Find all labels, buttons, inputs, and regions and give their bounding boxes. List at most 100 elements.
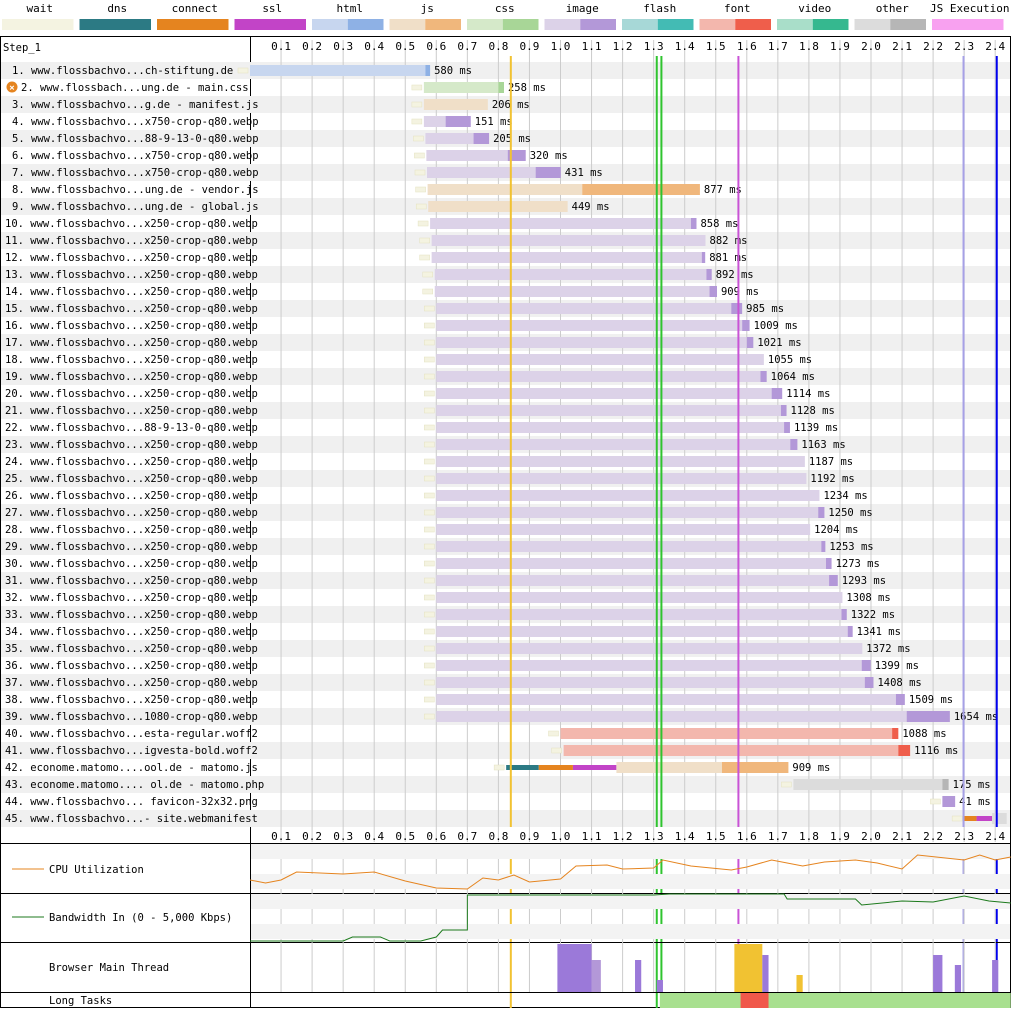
request-duration: 1055 ms [768,354,812,366]
request-duration: 1204 ms [814,524,858,536]
request-label: 23. www.flossbachvo...x250-crop-q80.webp [5,439,258,451]
tick-label-bottom: 2.3 [954,830,974,843]
request-duration: 1293 ms [842,575,886,587]
legend-swatch-2 [157,19,229,30]
download-bar [892,728,899,739]
download-bar [721,762,789,773]
request-label: 27. www.flossbachvo...x250-crop-q80.webp [5,507,258,519]
tick-label-top: 1.2 [613,40,633,53]
wait-stub [419,254,430,261]
wait-stub [424,373,435,380]
request-label: 19. www.flossbachvo...x250-crop-q80.webp [5,371,258,383]
tick-label-bottom: 1.6 [737,830,757,843]
wait-stub [424,560,435,567]
wait-stub [424,424,435,431]
request-label: 11. www.flossbachvo...x250-crop-q80.webp [5,235,258,247]
request-label: 25. www.flossbachvo...x250-crop-q80.webp [5,473,258,485]
wait-stub [781,781,792,788]
legend-swatch-1 [79,19,151,30]
row-shade [1,130,1010,147]
ssl-segment [976,816,993,821]
request-label: 32. www.flossbachvo...x250-crop-q80.webp [5,592,258,604]
request-bar [616,762,722,773]
wait-stub [424,509,435,516]
legend-swatch-11 [854,19,891,30]
request-bar [426,167,536,178]
download-bar [771,388,783,399]
wait-stub [424,475,435,482]
request-duration: 909 ms [792,762,830,774]
request-label: 7. www.flossbachvo...x750-crop-q80.webp [12,167,259,179]
download-bar [498,82,504,93]
wait-stub [424,594,435,601]
main-thread-activity [762,955,769,992]
request-bar [436,439,791,450]
request-duration: 1322 ms [851,609,895,621]
tick-label-bottom: 1.2 [613,830,633,843]
wait-stub [419,237,430,244]
main-thread-activity [954,965,962,992]
request-duration: 151 ms [475,116,513,128]
long-tasks-label: Long Tasks [49,995,112,1007]
request-rows: 1. www.flossbachvo...ch-stiftung.de - / 5… [5,65,1012,825]
legend-swatch-5 [389,19,426,30]
tick-label-bottom: 0.2 [302,830,322,843]
wait-stub [422,271,433,278]
legend-swatch-9 [699,19,736,30]
request-bar [430,218,691,229]
request-label: 41. www.flossbachvo...igvesta-bold.woff2 [5,745,258,757]
tick-label-bottom: 1.4 [675,830,695,843]
step-label: Step_1 [3,42,41,54]
tick-label-top: 0.6 [426,40,446,53]
legend-swatch-dark-7 [580,19,616,30]
bandwidth-label: Bandwidth In (0 - 5,000 Kbps) [49,912,232,924]
legend-label-5: js [421,2,434,15]
request-duration: 1654 ms [954,711,998,723]
tick-label-bottom: 1.8 [799,830,819,843]
legend-label-11: other [876,2,909,15]
request-duration: 1088 ms [902,728,946,740]
event-markers [509,56,998,1008]
legend-swatch-4 [312,19,348,30]
request-bar [436,405,781,416]
download-bar [861,660,871,671]
wait-stub [415,186,426,193]
request-duration: 175 ms [953,779,991,791]
request-label: 34. www.flossbachvo...x250-crop-q80.webp [5,626,258,638]
request-label: 40. www.flossbachvo...esta-regular.woff2 [5,728,258,740]
download-bar [746,337,754,348]
legend-swatch-dark-11 [890,19,926,30]
request-bar [434,286,710,297]
request-bar [436,643,863,654]
request-bar [436,422,785,433]
legend-swatch-dark-9 [735,19,771,30]
wait-stub [424,696,435,703]
tick-label-top: 0.8 [488,40,508,53]
request-label: 20. www.flossbachvo...x250-crop-q80.webp [5,388,258,400]
request-label: 43. econome.matomo.... ol.de - matomo.ph… [5,779,264,791]
tick-label-top: 0.9 [520,40,540,53]
tick-label-top: 1.4 [675,40,695,53]
download-bar [790,439,798,450]
row-shade [1,776,1010,793]
tick-label-top: 2.3 [954,40,974,53]
wait-stub [237,67,249,74]
main-thread-activity [734,944,763,992]
request-duration: 1308 ms [846,592,890,604]
request-bar [436,337,747,348]
tick-label-bottom: 1.9 [830,830,850,843]
wait-stub [424,713,435,720]
request-label: 3. www.flossbachvo...g.de - manifest.js [12,99,259,111]
legend-label-2: connect [172,2,218,15]
request-duration: 1234 ms [823,490,867,502]
tick-label-top: 1.5 [706,40,726,53]
legend-label-7: image [566,2,599,15]
request-label: 28. www.flossbachvo...x250-crop-q80.webp [5,524,258,536]
main-thread-activity [992,960,999,992]
request-duration: 41 ms [959,796,991,808]
legend: wait dns connect ssl html js css image flash font… [2,2,1009,30]
wait-stub [424,322,435,329]
request-duration: 985 ms [746,303,784,315]
tick-label-bottom: 2.0 [861,830,881,843]
wait-stub [411,84,423,91]
